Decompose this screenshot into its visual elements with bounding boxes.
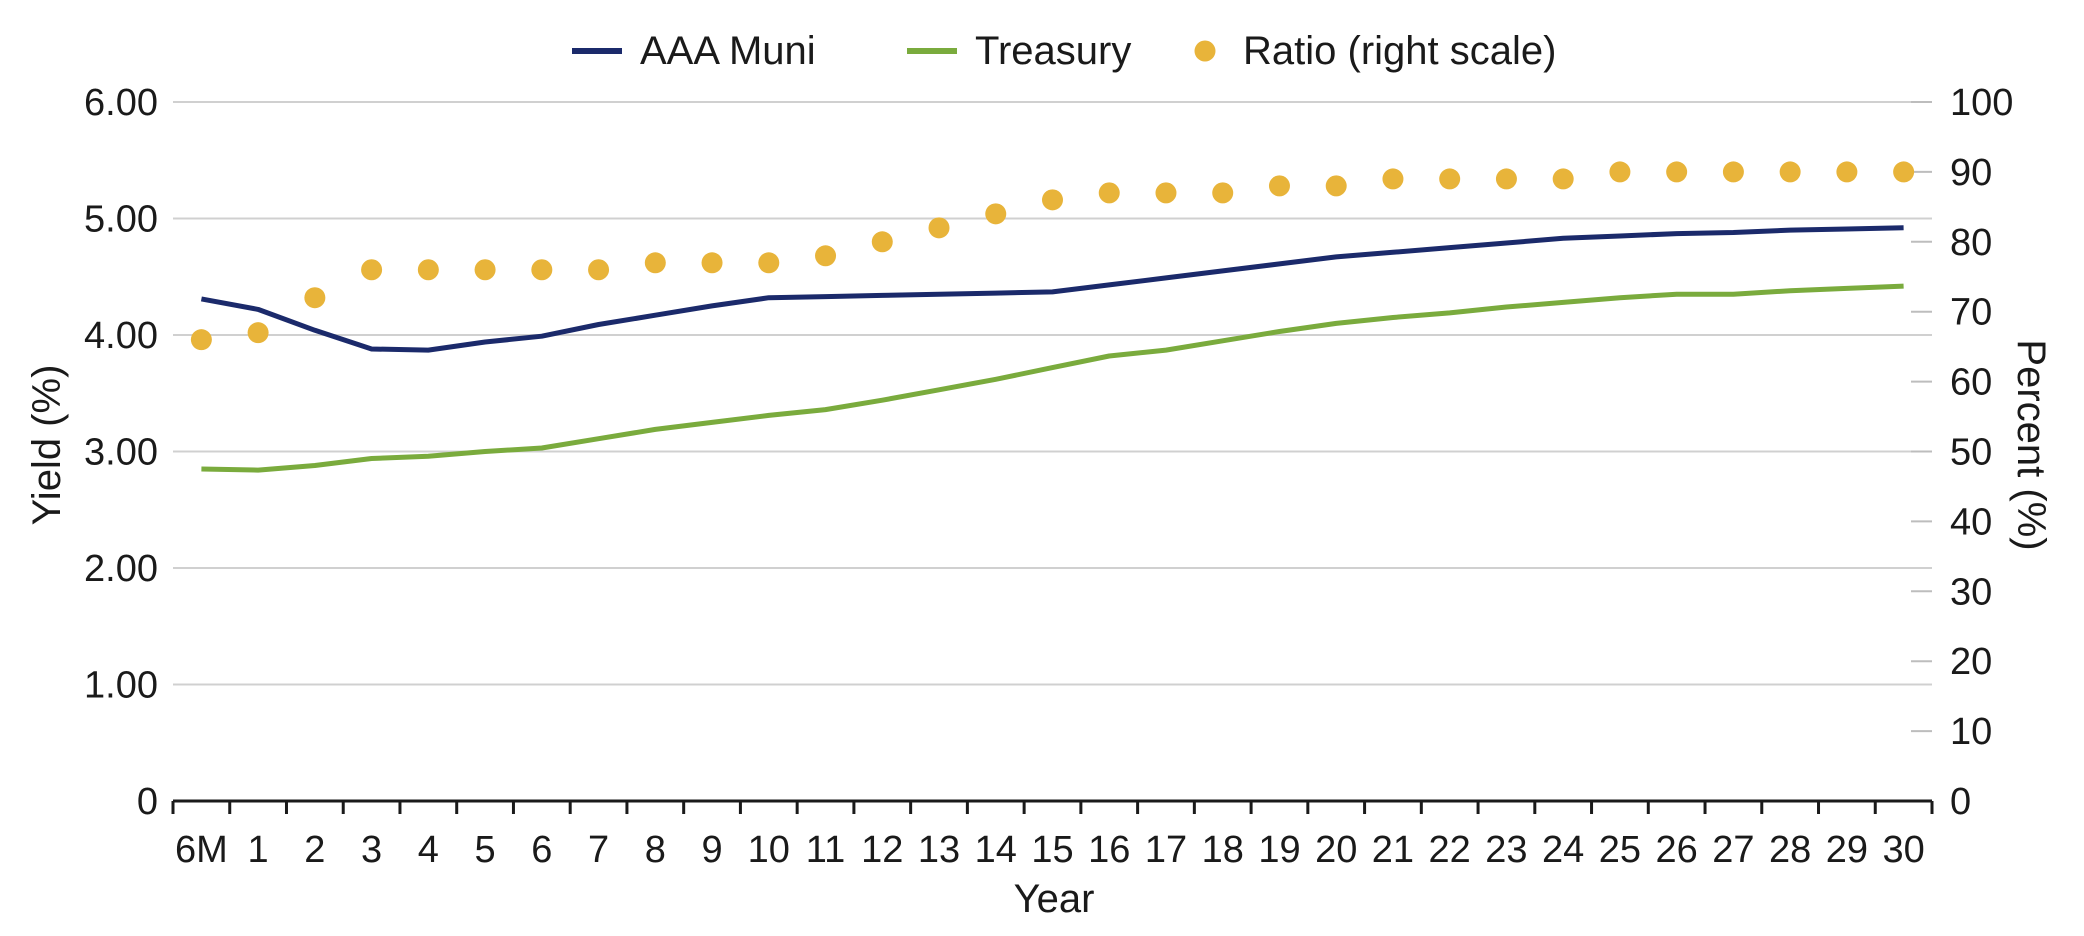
y-tick-label: 2.00 [84,548,158,590]
treasury-line [201,283,1904,473]
y2-tick-label: 60 [1950,362,1992,404]
y2-tick-label: 20 [1950,641,1992,683]
x-tick-label: 10 [748,829,790,871]
ratio-right-scale-point [701,252,723,274]
x-tick-label: 5 [475,829,496,871]
x-tick-label: 15 [1031,829,1073,871]
ratio-right-scale-point [1836,161,1858,183]
ratio-right-scale-point [1098,182,1120,204]
legend-swatch-ratio-right-scale [1194,40,1216,62]
x-tick-label: 16 [1088,829,1130,871]
ratio-right-scale-point [1042,189,1063,211]
x-tick-label: 8 [645,829,666,871]
ratio-right-scale-point [928,217,950,239]
y-tick-label: 5.00 [84,199,158,241]
ratio-right-scale-point [361,259,383,281]
x-axis-title: Year [1014,877,1095,921]
x-tick-label: 20 [1315,829,1357,871]
x-tick-label: 7 [588,829,609,871]
legend-label-aaa-muni: AAA Muni [640,29,816,73]
x-tick-label: 12 [861,829,903,871]
ratio-right-scale-point [304,287,326,309]
x-tick-label: 21 [1372,829,1414,871]
y-tick-label: 3.00 [84,432,158,474]
ratio-right-scale-point [1155,182,1177,204]
x-tick-label: 25 [1599,829,1641,871]
x-tick-label: 11 [806,829,845,871]
ratio-right-scale-point [190,329,212,351]
right-axis-ticks: 0 10 20 30 40 50 60 70 80 90 100 [1911,82,2013,823]
ratio-right-scale-point [1495,168,1517,190]
y-tick-label: 0 [137,781,158,823]
left-axis-ticks: 0 1.00 2.00 3.00 4.00 5.00 6.00 [84,82,158,823]
y2-tick-label: 10 [1950,711,1992,753]
ratio-right-scale-point [1268,175,1290,197]
ratio-right-scale-point [588,259,610,281]
legend: AAA Muni Treasury Ratio (right scale) [572,29,1556,73]
x-tick-label: 27 [1712,829,1754,871]
y-tick-label: 4.00 [84,315,158,357]
x-tick-label: 28 [1769,829,1811,871]
x-tick-label: 23 [1485,829,1527,871]
y-tick-label: 6.00 [84,82,158,124]
y2-tick-label: 50 [1950,432,1992,474]
x-tick-label: 14 [975,829,1017,871]
x-tick-label: 26 [1656,829,1698,871]
ratio-right-scale-point [1893,161,1915,183]
x-tick-label: 4 [418,829,439,871]
ratio-right-scale-point [1779,161,1801,183]
legend-label-treasury: Treasury [975,29,1131,73]
x-tick-label: 24 [1542,829,1584,871]
x-tick-label: 3 [361,829,382,871]
legend-label-ratio-right-scale: Ratio (right scale) [1243,29,1556,73]
y-axis-title: Yield (%) [25,365,69,526]
ratio-right-scale-point [417,259,439,281]
x-tick-label: 18 [1202,829,1244,871]
ratio-right-scale-point [531,259,553,281]
x-axis: 6M 1 2 3 4 5 6 7 8 9 10 11 12 13 14 15 16 17 18 19 20 21 22 23 2… [171,799,1934,871]
x-tick-label: 30 [1882,829,1924,871]
ratio-right-scale-point [474,259,496,281]
ratio-right-scale-point [1382,168,1404,190]
y2-tick-label: 100 [1950,82,2013,124]
ratio-right-scale-point [1722,161,1744,183]
x-tick-label: 13 [918,829,960,871]
y2-tick-label: 90 [1950,152,1992,194]
ratio-right-scale-point [1212,182,1234,204]
y2-tick-label: 30 [1950,571,1992,613]
y2-axis-title: Percent (%) [2009,339,2053,550]
ratio-right-scale-point [1666,161,1688,183]
ratio-right-scale-point [1552,168,1574,190]
series-layer [190,161,1915,473]
aaa-muni-line [200,225,1904,353]
ratio-right-scale-point [644,252,666,274]
ratio-right-scale-point [758,252,780,274]
ratio-right-scale-point [247,322,269,344]
x-tick-label: 2 [304,829,325,871]
x-tick-label: 22 [1429,829,1471,871]
ratio-right-scale-point [985,203,1007,225]
x-tick-label: 1 [248,829,269,871]
ratio-right-scale-point [815,245,837,267]
ratio-right-scale-point [871,231,893,253]
y2-tick-label: 80 [1950,222,1992,264]
y2-tick-label: 40 [1950,501,1992,543]
ratio-right-scale-point [1325,175,1347,197]
y2-tick-label: 0 [1950,781,1971,823]
y-tick-label: 1.00 [84,665,158,707]
x-tick-label: 6 [531,829,552,871]
x-tick-label: 19 [1258,829,1300,871]
ratio-right-scale-point [1439,168,1461,190]
x-tick-label: 29 [1826,829,1868,871]
x-tick-label: 17 [1145,829,1187,871]
x-tick-label: 6M [175,829,228,871]
y2-tick-label: 70 [1950,292,1992,334]
ratio-right-scale-point [1609,161,1631,183]
x-tick-label: 9 [701,829,722,871]
